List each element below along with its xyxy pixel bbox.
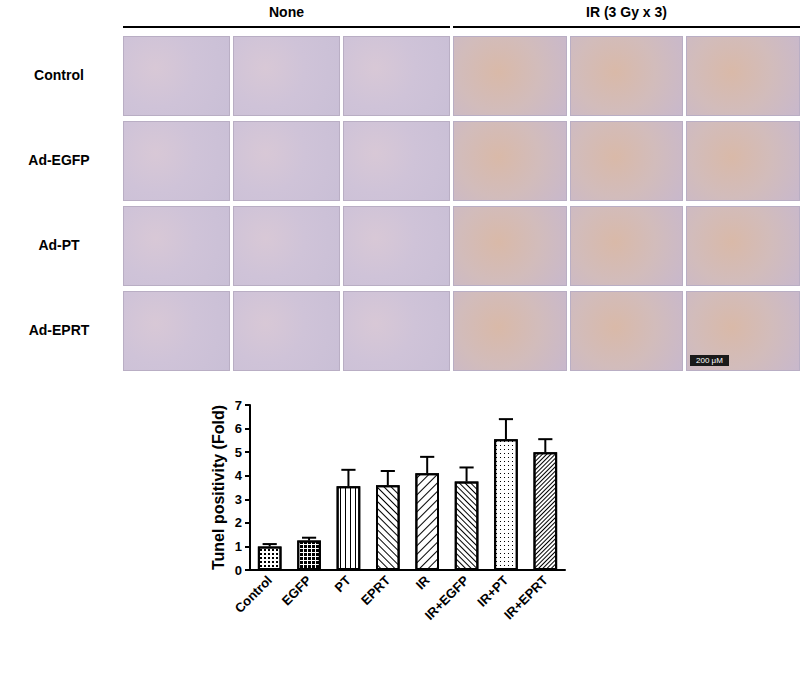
svg-text:7: 7 xyxy=(235,398,242,413)
svg-text:IR+EGFP: IR+EGFP xyxy=(422,572,472,622)
svg-text:1: 1 xyxy=(235,539,242,554)
svg-text:IR: IR xyxy=(413,572,433,592)
svg-text:4: 4 xyxy=(235,468,243,483)
svg-text:6: 6 xyxy=(235,421,242,436)
html-text:Ad-EPRT: Ad-EPRT xyxy=(28,322,90,338)
svg-text:IR+EPRT: IR+EPRT xyxy=(501,573,551,623)
svg-text:Tunel positivity (Fold): Tunel positivity (Fold) xyxy=(210,405,227,570)
svg-text:PT: PT xyxy=(331,573,353,595)
html-text:200 μM: 200 μM xyxy=(696,356,723,365)
svg-text:5: 5 xyxy=(235,445,242,460)
html-text:None: None xyxy=(269,4,304,20)
svg-text:3: 3 xyxy=(235,492,242,507)
svg-text:0: 0 xyxy=(235,563,242,578)
svg-text:Control: Control xyxy=(232,573,275,616)
svg-text:EGFP: EGFP xyxy=(279,572,315,608)
svg-text:2: 2 xyxy=(235,515,242,530)
html-text:Control: Control xyxy=(34,67,84,83)
html-text:Ad-PT: Ad-PT xyxy=(38,237,80,253)
html-text:Ad-EGFP: Ad-EGFP xyxy=(28,152,90,168)
svg-text:EPRT: EPRT xyxy=(358,573,393,608)
html-text:IR (3 Gy x 3): IR (3 Gy x 3) xyxy=(586,4,667,20)
svg-text:IR+PT: IR+PT xyxy=(474,573,511,610)
